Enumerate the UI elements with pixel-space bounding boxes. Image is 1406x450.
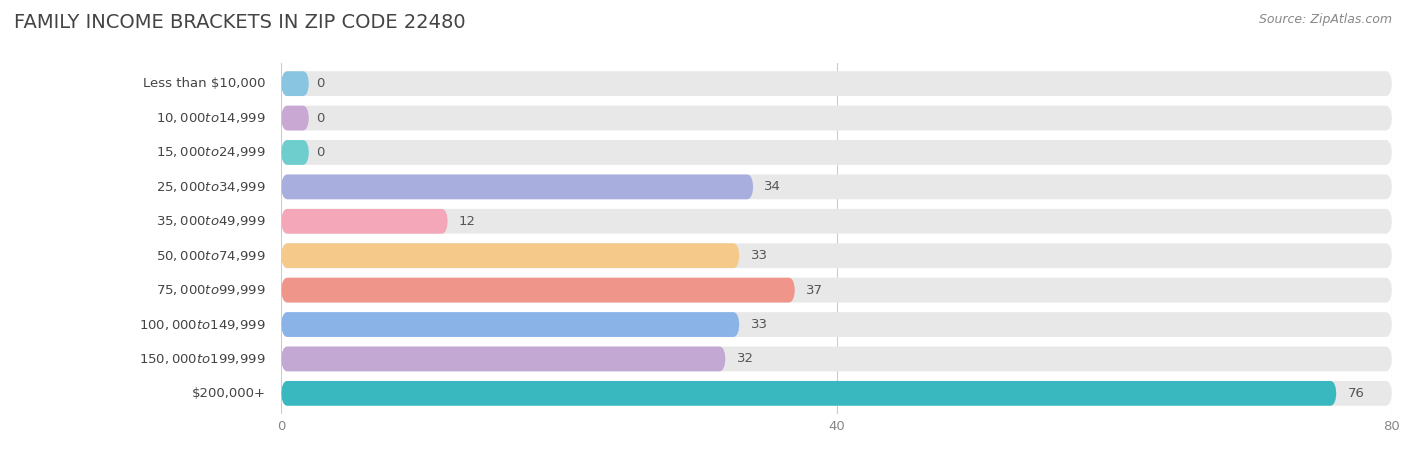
Text: $50,000 to $74,999: $50,000 to $74,999 [156,249,266,263]
FancyBboxPatch shape [281,71,1392,96]
Bar [281,273,1392,307]
FancyBboxPatch shape [281,243,740,268]
Text: $100,000 to $149,999: $100,000 to $149,999 [139,318,266,332]
Text: $10,000 to $14,999: $10,000 to $14,999 [156,111,266,125]
FancyBboxPatch shape [281,243,1392,268]
FancyBboxPatch shape [281,381,1337,406]
Bar [281,67,1392,101]
FancyBboxPatch shape [281,346,725,371]
FancyBboxPatch shape [281,106,309,130]
Text: $150,000 to $199,999: $150,000 to $199,999 [139,352,266,366]
Text: 76: 76 [1347,387,1364,400]
Bar [281,238,1392,273]
Text: $200,000+: $200,000+ [193,387,266,400]
Text: $35,000 to $49,999: $35,000 to $49,999 [156,214,266,228]
FancyBboxPatch shape [281,346,1392,371]
Text: $25,000 to $34,999: $25,000 to $34,999 [156,180,266,194]
FancyBboxPatch shape [281,381,1392,406]
Text: 0: 0 [316,146,325,159]
FancyBboxPatch shape [281,175,754,199]
Bar [281,376,1392,410]
FancyBboxPatch shape [281,140,1392,165]
Text: 0: 0 [316,77,325,90]
Text: Source: ZipAtlas.com: Source: ZipAtlas.com [1258,14,1392,27]
Bar [281,307,1392,342]
Text: 33: 33 [751,249,768,262]
FancyBboxPatch shape [281,278,794,302]
Text: $75,000 to $99,999: $75,000 to $99,999 [156,283,266,297]
Bar [281,204,1392,238]
FancyBboxPatch shape [281,312,740,337]
Text: 12: 12 [458,215,475,228]
Text: 33: 33 [751,318,768,331]
Bar [281,170,1392,204]
Bar [281,342,1392,376]
FancyBboxPatch shape [281,312,1392,337]
Text: 32: 32 [737,352,754,365]
Text: 37: 37 [806,284,823,297]
Bar [281,101,1392,135]
Text: $15,000 to $24,999: $15,000 to $24,999 [156,145,266,159]
FancyBboxPatch shape [281,209,449,234]
Text: 0: 0 [316,112,325,125]
Text: FAMILY INCOME BRACKETS IN ZIP CODE 22480: FAMILY INCOME BRACKETS IN ZIP CODE 22480 [14,14,465,32]
Text: 34: 34 [765,180,782,194]
FancyBboxPatch shape [281,175,1392,199]
Bar [281,135,1392,170]
FancyBboxPatch shape [281,278,1392,302]
FancyBboxPatch shape [281,140,309,165]
FancyBboxPatch shape [281,209,1392,234]
Text: Less than $10,000: Less than $10,000 [143,77,266,90]
FancyBboxPatch shape [281,71,309,96]
FancyBboxPatch shape [281,106,1392,130]
